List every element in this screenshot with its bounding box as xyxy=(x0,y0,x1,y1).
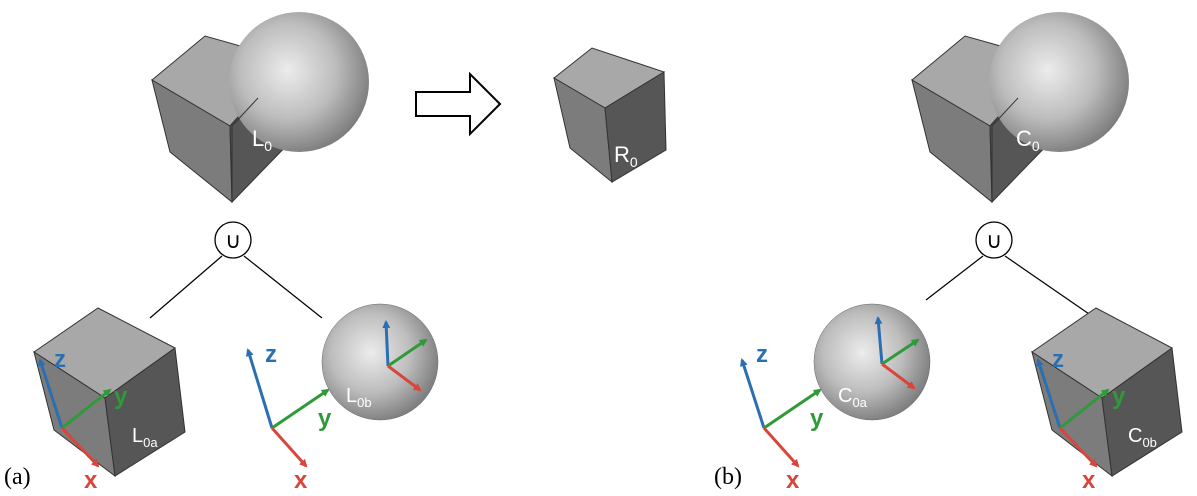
shape-l0a: z y x L0a xyxy=(34,308,185,494)
shape-l0: L0 xyxy=(152,12,369,202)
axis-label-z: z xyxy=(54,346,66,373)
tree-edge-right xyxy=(1005,256,1092,316)
shape-r0: R0 xyxy=(554,48,666,182)
sphere-icon xyxy=(229,12,369,152)
axis-label-y: y xyxy=(810,405,824,432)
axis-label-z: z xyxy=(1052,346,1064,373)
shape-l0b: L0b z y x xyxy=(248,304,438,494)
union-operator-b: ∪ xyxy=(926,222,1092,316)
axis-label-y: y xyxy=(318,405,332,432)
tree-edge-left xyxy=(926,256,983,300)
axis-label-y: y xyxy=(1112,383,1126,410)
tree-edge-left xyxy=(150,256,222,318)
union-symbol: ∪ xyxy=(225,229,241,254)
axis-label-x: x xyxy=(1082,467,1096,494)
axis-label-z: z xyxy=(265,341,277,368)
shape-c0a: C0a z y x xyxy=(742,304,930,494)
axis-label-y: y xyxy=(114,383,128,410)
tree-edge-right xyxy=(244,256,322,318)
panel-label-a: (a) xyxy=(4,464,31,490)
axis-label-x: x xyxy=(84,467,98,494)
union-symbol: ∪ xyxy=(986,229,1002,254)
union-operator-a: ∪ xyxy=(150,222,322,318)
axis-label-z: z xyxy=(756,341,768,368)
shape-c0b: z y x C0b xyxy=(1032,308,1182,494)
axis-label-x: x xyxy=(786,467,800,494)
shape-c0: C0 xyxy=(912,12,1129,202)
sphere-icon xyxy=(989,12,1129,152)
panel-label-b: (b) xyxy=(714,464,742,490)
axis-label-x: x xyxy=(294,467,308,494)
right-arrow-icon xyxy=(416,74,500,134)
